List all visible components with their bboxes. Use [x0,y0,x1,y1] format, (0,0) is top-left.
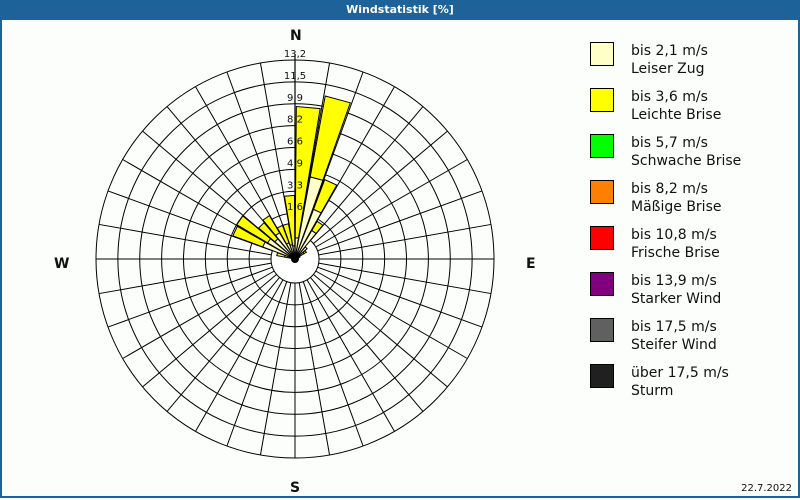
grid-spoke [317,190,483,252]
wind-sector [311,220,324,235]
ring-label: 6,6 [287,137,303,148]
grid-spoke [318,223,492,256]
compass-east-label: E [526,256,536,272]
ring-label: 4,9 [287,158,303,169]
wind-sector [236,215,272,244]
grid-spoke [315,270,468,359]
grid-spoke [142,274,277,388]
grid-spoke [313,130,448,244]
wind-sector [294,105,321,239]
grid-spoke [313,274,448,388]
wind-sector [312,178,338,214]
legend-swatch [590,134,614,158]
grid-spoke [98,223,272,256]
legend-name: Steifer Wind [631,337,717,353]
wind-sector [302,249,308,255]
wind-sector [282,223,293,246]
grid-spoke [310,277,424,412]
grid-spoke [310,106,424,241]
wind-sector [232,225,266,248]
date-label: 22.7.2022 [741,483,792,494]
grid-spoke [195,279,284,432]
legend-range: bis 2,1 m/s [631,43,708,59]
grid-spoke [166,277,280,412]
grid-spoke [226,281,288,447]
legend-range: bis 5,7 m/s [631,135,708,151]
ring-label: 1,6 [287,202,303,213]
legend-swatch [590,226,614,250]
grid-spoke [195,86,284,239]
legend-name: Frische Brise [631,245,720,261]
window-title: Windstatistik [%] [0,0,800,20]
legend-name: Leiser Zug [631,61,705,77]
legend-swatch [590,318,614,342]
wind-sector [276,224,290,245]
grid-spoke [315,159,468,248]
grid-spoke [298,282,331,456]
legend-swatch [590,180,614,204]
compass-west-label: W [54,256,70,272]
grid-spoke [259,282,292,456]
legend-range: bis 3,6 m/s [631,89,708,105]
ring-label: 9,9 [287,93,303,104]
ring-label: 11,5 [284,71,306,82]
grid-spoke [166,106,280,241]
legend-range: bis 8,2 m/s [631,181,708,197]
compass-south-label: S [290,480,301,496]
legend-name: Leichte Brise [631,107,722,123]
grid-spoke [122,270,275,359]
legend-range: bis 10,8 m/s [631,227,717,243]
legend-swatch [590,272,614,296]
legend-name: Mäßige Brise [631,199,722,215]
compass-north-label: N [290,28,302,44]
grid-spoke [302,281,364,447]
ring-label: 13,2 [284,49,306,60]
legend-range: über 17,5 m/s [631,365,729,381]
grid-spoke [98,262,272,295]
legend-swatch [590,88,614,112]
legend-name: Schwache Brise [631,153,742,169]
grid-spoke [107,266,273,328]
wind-sector [262,214,281,237]
center-dot [291,255,299,263]
grid-spoke [318,262,492,295]
grid-spoke [317,266,483,328]
legend-name: Sturm [631,383,674,399]
legend-range: bis 17,5 m/s [631,319,717,335]
grid-spoke [306,279,395,432]
grid-spoke [226,71,288,237]
legend-range: bis 13,9 m/s [631,273,717,289]
wind-sector [309,95,351,181]
legend-swatch [590,364,614,388]
legend-name: Starker Wind [631,291,722,307]
ring-label: 8,2 [287,115,303,126]
ring-label: 3,3 [287,180,303,191]
legend-swatch [590,42,614,66]
wind-sector [257,221,279,243]
